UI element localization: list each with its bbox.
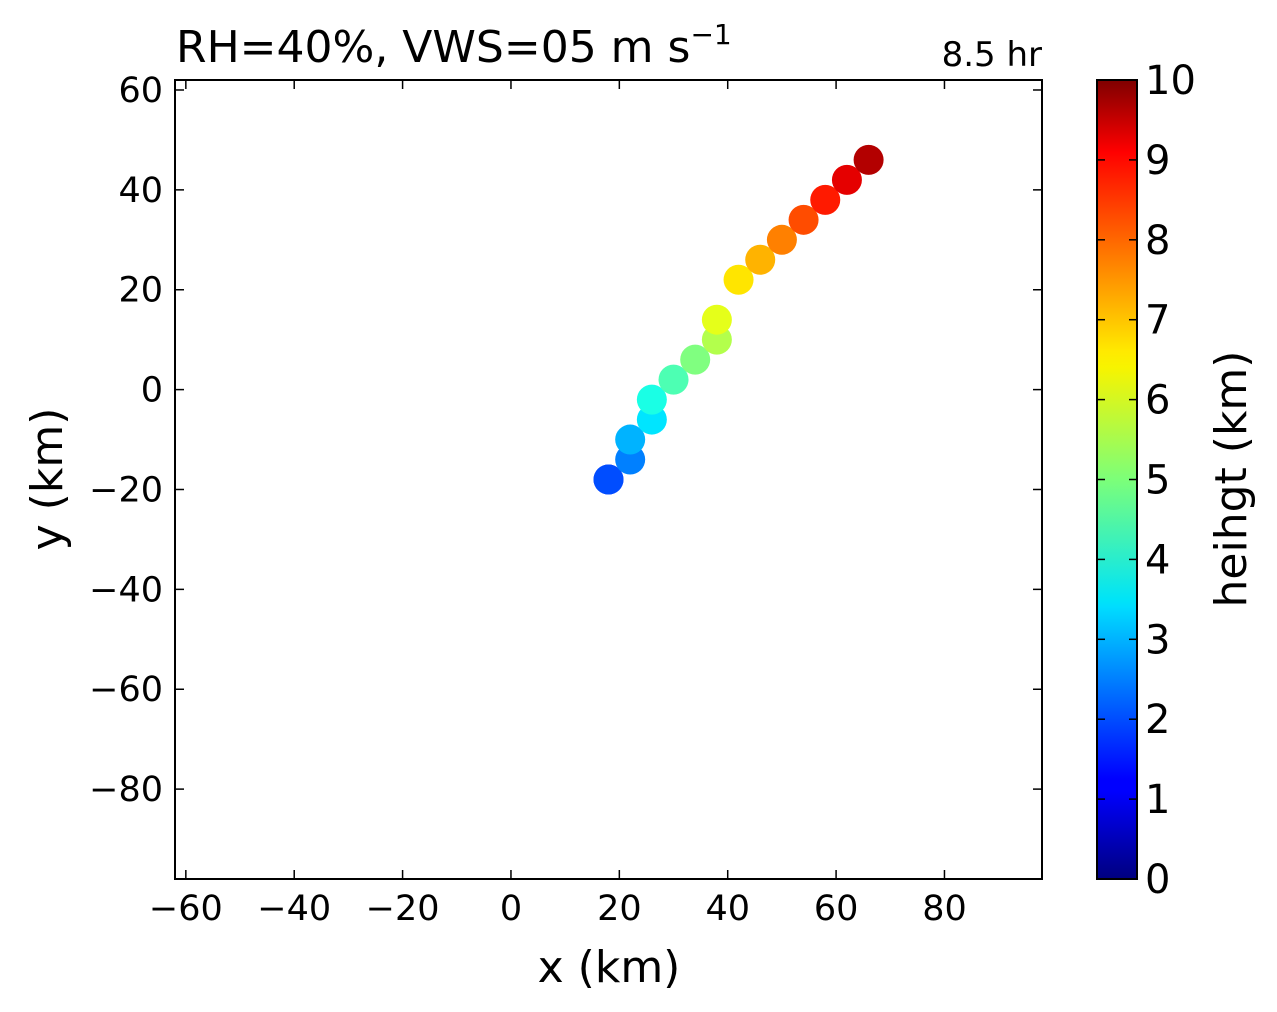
y-tick-label: 0 — [141, 371, 163, 411]
trajectory-point — [658, 364, 689, 395]
colorbar-tick-label: 5 — [1145, 458, 1170, 504]
colorbar-tick-label: 10 — [1145, 58, 1196, 104]
y-tick-label: −60 — [89, 670, 163, 710]
colorbar-tick-label: 8 — [1145, 218, 1170, 264]
x-tick-label: 20 — [597, 889, 642, 929]
trajectory-point — [810, 184, 841, 215]
time-label: 8.5 hr — [942, 35, 1042, 75]
colorbar-ticks: 0 1 2 3 4 5 6 7 8 9 10 — [1097, 58, 1196, 903]
trajectory-point — [831, 164, 862, 195]
y-axis-label: y (km) — [22, 408, 73, 551]
trajectory-point — [853, 144, 884, 175]
trajectory-point — [788, 204, 819, 235]
colorbar-tick-label: 9 — [1145, 138, 1170, 184]
colorbar-tick-label: 7 — [1145, 298, 1170, 344]
trajectory-point — [701, 304, 732, 335]
colorbar-tick-label: 3 — [1145, 617, 1170, 663]
colorbar-tick-label: 1 — [1145, 777, 1170, 823]
x-axis-ticks: −60 −40 −20 0 20 40 60 80 — [149, 80, 967, 929]
colorbar-tick-label: 6 — [1145, 378, 1170, 424]
trajectory-points — [593, 144, 884, 495]
colorbar-tick-label: 4 — [1145, 537, 1170, 583]
y-tick-label: −40 — [89, 570, 163, 610]
colorbar-tick-label: 2 — [1145, 697, 1170, 743]
trajectory-point — [723, 264, 754, 295]
x-tick-label: −60 — [149, 889, 223, 929]
y-tick-label: 40 — [118, 171, 163, 211]
chart-title-superscript: −1 — [690, 18, 731, 51]
trajectory-point — [766, 224, 797, 255]
y-tick-label: 60 — [118, 71, 163, 111]
trajectory-point — [636, 384, 667, 415]
y-axis-ticks: 60 40 20 0 −20 −40 −60 −80 — [89, 71, 1042, 810]
x-axis-label: x (km) — [538, 942, 681, 993]
y-tick-label: −80 — [89, 770, 163, 810]
x-tick-label: 60 — [814, 889, 859, 929]
colorbar-tick-label: 0 — [1145, 857, 1170, 903]
trajectory-point — [745, 244, 776, 275]
chart-title-main: RH=40%, VWS=05 m s — [176, 22, 690, 73]
y-tick-label: 20 — [118, 271, 163, 311]
trajectory-point — [680, 344, 711, 375]
x-tick-label: −20 — [366, 889, 440, 929]
x-tick-label: 40 — [705, 889, 750, 929]
x-tick-label: −40 — [257, 889, 331, 929]
colorbar-label: heihgt (km) — [1206, 351, 1257, 608]
trajectory-point — [615, 424, 646, 455]
y-tick-label: −20 — [89, 470, 163, 510]
trajectory-point — [593, 464, 624, 495]
chart-title: RH=40%, VWS=05 m s−1 — [176, 18, 732, 73]
x-tick-label: 0 — [500, 889, 522, 929]
x-tick-label: 80 — [922, 889, 967, 929]
